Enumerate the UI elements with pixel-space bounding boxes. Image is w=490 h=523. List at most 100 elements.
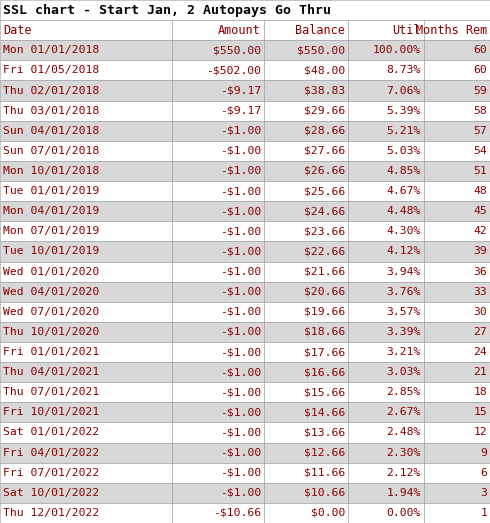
Bar: [0, 181, 172, 201]
Text: Mon 07/01/2019: Mon 07/01/2019: [3, 226, 99, 236]
Bar: [424, 181, 490, 201]
Bar: [348, 442, 424, 463]
Bar: [264, 302, 348, 322]
Bar: [348, 503, 424, 523]
Bar: [348, 281, 424, 302]
Bar: [264, 402, 348, 423]
Bar: [424, 161, 490, 181]
Bar: [424, 503, 490, 523]
Text: -$1.00: -$1.00: [220, 488, 261, 498]
Bar: [348, 262, 424, 281]
Bar: [0, 81, 172, 100]
Text: -$1.00: -$1.00: [220, 347, 261, 357]
Text: 5.03%: 5.03%: [387, 146, 421, 156]
Bar: [0, 342, 172, 362]
Text: Mon 01/01/2018: Mon 01/01/2018: [3, 46, 99, 55]
Bar: [172, 81, 264, 100]
Text: Sat 10/01/2022: Sat 10/01/2022: [3, 488, 99, 498]
Text: Util: Util: [392, 24, 421, 37]
Bar: [0, 121, 172, 141]
Text: $19.66: $19.66: [304, 307, 345, 317]
Bar: [348, 242, 424, 262]
Bar: [172, 503, 264, 523]
Text: 5.39%: 5.39%: [387, 106, 421, 116]
Bar: [348, 342, 424, 362]
Bar: [172, 322, 264, 342]
Text: Fri 04/01/2022: Fri 04/01/2022: [3, 448, 99, 458]
Bar: [172, 242, 264, 262]
Text: -$1.00: -$1.00: [220, 146, 261, 156]
Bar: [0, 40, 172, 60]
Bar: [264, 242, 348, 262]
Bar: [264, 121, 348, 141]
Bar: [172, 442, 264, 463]
Bar: [0, 60, 172, 81]
Text: $20.66: $20.66: [304, 287, 345, 297]
Bar: [424, 40, 490, 60]
Bar: [264, 20, 348, 40]
Text: -$1.00: -$1.00: [220, 427, 261, 437]
Text: 48: 48: [473, 186, 487, 196]
Bar: [172, 121, 264, 141]
Bar: [264, 221, 348, 242]
Bar: [264, 201, 348, 221]
Text: $23.66: $23.66: [304, 226, 345, 236]
Text: Thu 03/01/2018: Thu 03/01/2018: [3, 106, 99, 116]
Bar: [348, 201, 424, 221]
Bar: [172, 141, 264, 161]
Text: 2.67%: 2.67%: [387, 407, 421, 417]
Bar: [172, 382, 264, 402]
Text: Fri 01/01/2021: Fri 01/01/2021: [3, 347, 99, 357]
Bar: [172, 161, 264, 181]
Text: SSL chart - Start Jan, 2 Autopays Go Thru: SSL chart - Start Jan, 2 Autopays Go Thr…: [3, 4, 331, 17]
Bar: [0, 161, 172, 181]
Text: $17.66: $17.66: [304, 347, 345, 357]
Bar: [424, 201, 490, 221]
Bar: [264, 262, 348, 281]
Bar: [172, 60, 264, 81]
Bar: [172, 402, 264, 423]
Text: $550.00: $550.00: [297, 46, 345, 55]
Bar: [172, 302, 264, 322]
Text: Sun 04/01/2018: Sun 04/01/2018: [3, 126, 99, 136]
Bar: [0, 20, 172, 40]
Text: 21: 21: [473, 367, 487, 377]
Text: $0.00: $0.00: [311, 508, 345, 518]
Text: $10.66: $10.66: [304, 488, 345, 498]
Bar: [424, 402, 490, 423]
Text: $26.66: $26.66: [304, 166, 345, 176]
Text: 60: 60: [473, 46, 487, 55]
Bar: [0, 463, 172, 483]
Text: -$1.00: -$1.00: [220, 468, 261, 477]
Text: $21.66: $21.66: [304, 267, 345, 277]
Text: Months Rem: Months Rem: [416, 24, 487, 37]
Bar: [348, 402, 424, 423]
Bar: [348, 100, 424, 121]
Text: 54: 54: [473, 146, 487, 156]
Text: 2.85%: 2.85%: [387, 387, 421, 397]
Bar: [0, 221, 172, 242]
Text: Thu 07/01/2021: Thu 07/01/2021: [3, 387, 99, 397]
Bar: [172, 483, 264, 503]
Text: 51: 51: [473, 166, 487, 176]
Bar: [348, 423, 424, 442]
Text: 4.30%: 4.30%: [387, 226, 421, 236]
Text: $28.66: $28.66: [304, 126, 345, 136]
Text: Thu 10/01/2020: Thu 10/01/2020: [3, 327, 99, 337]
Bar: [0, 483, 172, 503]
Text: 2.48%: 2.48%: [387, 427, 421, 437]
Text: $38.83: $38.83: [304, 86, 345, 96]
Bar: [172, 40, 264, 60]
Bar: [0, 262, 172, 281]
Bar: [348, 121, 424, 141]
Text: 60: 60: [473, 65, 487, 75]
Text: 57: 57: [473, 126, 487, 136]
Text: $15.66: $15.66: [304, 387, 345, 397]
Bar: [264, 382, 348, 402]
Text: 58: 58: [473, 106, 487, 116]
Bar: [264, 423, 348, 442]
Bar: [0, 442, 172, 463]
Bar: [424, 221, 490, 242]
Text: -$1.00: -$1.00: [220, 246, 261, 256]
Text: 5.21%: 5.21%: [387, 126, 421, 136]
